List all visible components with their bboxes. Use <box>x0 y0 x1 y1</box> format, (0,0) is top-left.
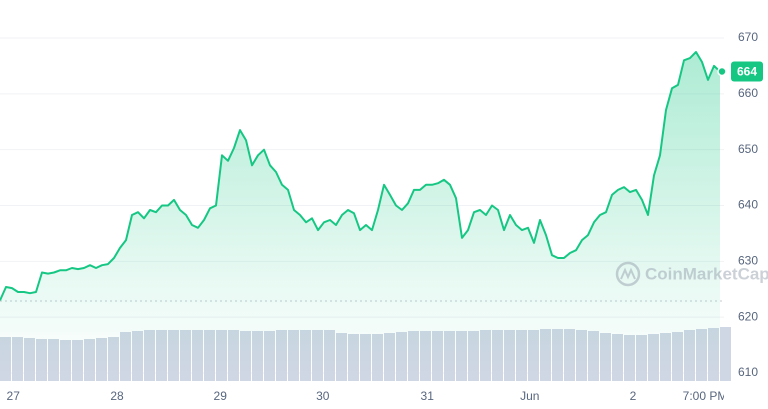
x-tick-label: 31 <box>421 389 435 403</box>
x-tick-label: 7:00 PM <box>683 389 728 403</box>
x-tick-label: 30 <box>316 389 330 403</box>
y-tick-label: 660 <box>738 86 758 100</box>
x-tick-label: 27 <box>7 389 21 403</box>
watermark-text: CoinMarketCap <box>645 264 768 283</box>
y-tick-label: 610 <box>738 365 758 379</box>
x-tick-label: 2 <box>630 389 637 403</box>
x-tick-label: Jun <box>520 389 539 403</box>
price-badge <box>731 61 763 82</box>
x-tick-label: 29 <box>214 389 228 403</box>
y-tick-label: 640 <box>738 198 758 212</box>
volume-bar <box>720 327 731 381</box>
y-tick-label: 650 <box>738 142 758 156</box>
price-badge-label: 664 <box>737 65 757 79</box>
y-tick-label: 630 <box>738 254 758 268</box>
y-tick-label: 670 <box>738 30 758 44</box>
x-tick-label: 28 <box>110 389 124 403</box>
watermark: CoinMarketCap <box>615 261 768 287</box>
last-point <box>717 66 727 77</box>
y-tick-label: 620 <box>738 309 758 323</box>
area <box>0 52 720 373</box>
price-line <box>0 51 721 301</box>
